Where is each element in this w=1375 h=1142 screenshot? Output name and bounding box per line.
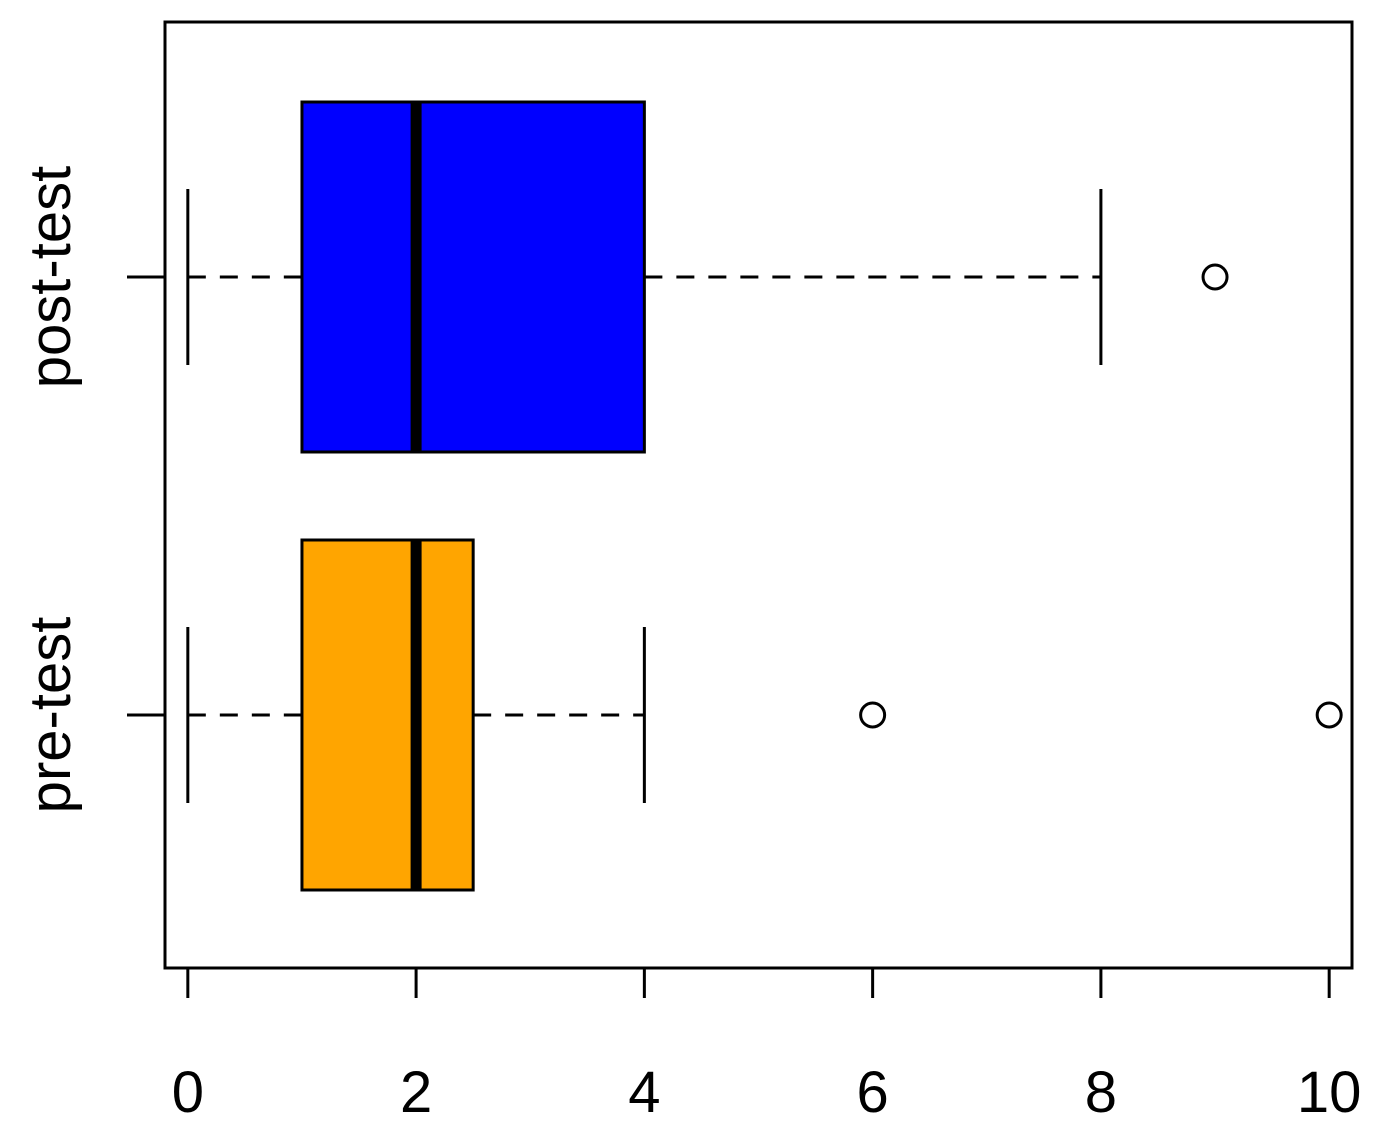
y-axis: pre-test post-test	[18, 166, 165, 814]
x-tick-label: 4	[628, 1060, 660, 1125]
y-category-label: post-test	[18, 166, 83, 388]
outlier-point	[1201, 263, 1229, 291]
x-tick-label: 10	[1297, 1060, 1362, 1125]
x-tick-label: 8	[1085, 1060, 1117, 1125]
outlier-point	[1315, 701, 1343, 729]
iqr-box	[300, 100, 646, 454]
x-tick-label: 2	[400, 1060, 432, 1125]
outlier-point	[859, 701, 887, 729]
y-category-label: pre-test	[18, 617, 83, 814]
boxes-layer	[186, 100, 1343, 892]
x-tick-label: 6	[857, 1060, 889, 1125]
box-post-test	[186, 100, 1229, 454]
x-axis: 0 2 4 6 8 10	[172, 966, 1362, 1125]
x-tick-label: 0	[172, 1060, 204, 1125]
box-pre-test	[186, 538, 1343, 892]
iqr-box	[300, 538, 475, 892]
